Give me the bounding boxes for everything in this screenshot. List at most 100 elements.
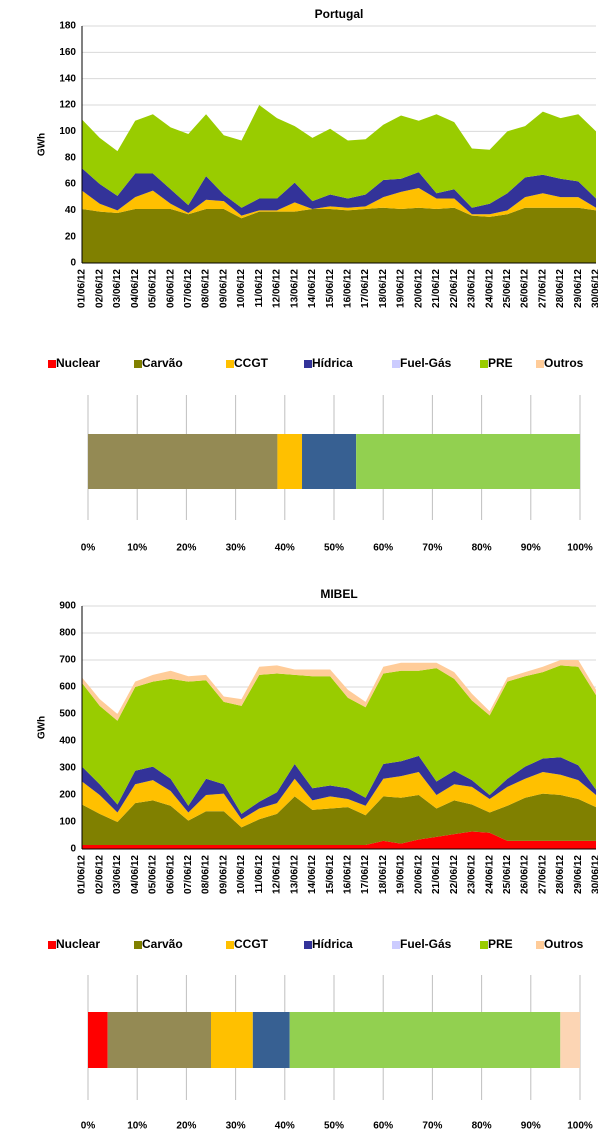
x-tick-label: 18/06/12 <box>378 269 389 308</box>
x-tick-label: 01/06/12 <box>77 269 88 308</box>
x-tick-label: 100% <box>567 1121 593 1132</box>
y-tick-label: 100 <box>59 126 76 137</box>
x-tick-label: 09/06/12 <box>218 855 229 894</box>
x-tick-label: 15/06/12 <box>325 855 336 894</box>
x-tick-label: 15/06/12 <box>325 269 336 308</box>
x-tick-label: 50% <box>324 543 344 554</box>
x-tick-label: 18/06/12 <box>378 855 389 894</box>
x-tick-label: 07/06/12 <box>183 855 194 894</box>
x-tick-label: 29/06/12 <box>573 269 584 308</box>
area <box>82 168 596 216</box>
legend-label: Nuclear <box>56 356 100 370</box>
y-tick-label: 400 <box>59 736 76 747</box>
x-tick-label: 13/06/12 <box>289 269 300 308</box>
legend-swatch <box>392 360 400 368</box>
legend-label: Nuclear <box>56 937 100 951</box>
legend-label: CCGT <box>234 937 269 951</box>
x-tick-label: 0% <box>81 543 96 554</box>
x-tick-label: 90% <box>521 1121 541 1132</box>
x-tick-label: 04/06/12 <box>130 855 141 894</box>
x-tick-label: 20% <box>176 543 196 554</box>
x-tick-label: 05/06/12 <box>148 855 159 894</box>
area <box>82 105 596 208</box>
legend-swatch <box>226 360 234 368</box>
x-tick-label: 50% <box>324 1121 344 1132</box>
area <box>82 772 596 828</box>
x-tick-label: 11/06/12 <box>254 269 265 308</box>
legend-label: PRE <box>488 356 513 370</box>
x-tick-label: 26/06/12 <box>520 269 531 308</box>
x-tick-label: 10% <box>127 1121 147 1132</box>
x-tick-label: 30% <box>226 543 246 554</box>
x-tick-label: 23/06/12 <box>467 269 478 308</box>
legend-label: Outros <box>544 356 584 370</box>
x-tick-label: 06/06/12 <box>165 855 176 894</box>
x-tick-label: 03/06/12 <box>112 269 123 308</box>
x-tick-label: 29/06/12 <box>573 855 584 894</box>
y-tick-label: 40 <box>65 205 77 216</box>
x-tick-label: 21/06/12 <box>431 855 442 894</box>
x-tick-label: 11/06/12 <box>254 855 265 894</box>
x-tick-label: 04/06/12 <box>130 269 141 308</box>
x-tick-label: 10/06/12 <box>236 855 247 894</box>
y-tick-label: 300 <box>59 763 76 774</box>
x-tick-label: 14/06/12 <box>307 855 318 894</box>
legend-label: Fuel-Gás <box>400 937 452 951</box>
legend-swatch <box>48 360 56 368</box>
bar-segment <box>252 1012 290 1068</box>
area <box>82 660 596 721</box>
x-tick-label: 17/06/12 <box>360 269 371 308</box>
x-tick-label: 30/06/12 <box>591 269 598 308</box>
legend-swatch <box>536 360 544 368</box>
x-tick-label: 16/06/12 <box>343 855 354 894</box>
bar-segment <box>88 434 278 489</box>
x-tick-label: 24/06/12 <box>484 855 495 894</box>
x-tick-label: 28/06/12 <box>555 855 566 894</box>
legend-swatch <box>134 941 142 949</box>
x-tick-label: 70% <box>422 543 442 554</box>
x-tick-label: 20% <box>176 1121 196 1132</box>
area <box>82 187 596 219</box>
x-tick-label: 60% <box>373 1121 393 1132</box>
legend-swatch <box>226 941 234 949</box>
x-tick-label: 10/06/12 <box>236 269 247 308</box>
y-tick-label: 200 <box>59 790 76 801</box>
y-tick-label: 500 <box>59 709 76 720</box>
x-tick-label: 03/06/12 <box>112 855 123 894</box>
chart-title: MIBEL <box>320 587 357 601</box>
area <box>82 793 596 845</box>
x-tick-label: 21/06/12 <box>431 269 442 308</box>
x-tick-label: 80% <box>472 543 492 554</box>
legend-label: Fuel-Gás <box>400 356 452 370</box>
legend-swatch <box>392 941 400 949</box>
legend-label: PRE <box>488 937 513 951</box>
x-tick-label: 26/06/12 <box>520 855 531 894</box>
bar-segment <box>289 1012 561 1068</box>
bar-segment <box>356 434 580 489</box>
y-tick-label: 20 <box>65 231 77 242</box>
x-tick-label: 27/06/12 <box>537 269 548 308</box>
y-tick-label: 180 <box>59 21 76 32</box>
y-tick-label: 0 <box>70 258 76 269</box>
x-tick-label: 23/06/12 <box>467 855 478 894</box>
bar-segment <box>560 1012 580 1068</box>
area <box>82 207 596 263</box>
x-tick-label: 02/06/12 <box>94 269 105 308</box>
chart-title: Portugal <box>315 7 364 21</box>
y-tick-label: 120 <box>59 100 76 111</box>
legend-label: Outros <box>544 937 584 951</box>
x-tick-label: 80% <box>472 1121 492 1132</box>
legend-label: Hídrica <box>312 937 353 951</box>
y-tick-label: 0 <box>70 844 76 855</box>
legend-swatch <box>480 941 488 949</box>
y-axis-label: GWh <box>37 133 48 156</box>
legend-swatch <box>304 360 312 368</box>
x-tick-label: 25/06/12 <box>502 269 513 308</box>
x-tick-label: 27/06/12 <box>537 855 548 894</box>
x-tick-label: 70% <box>422 1121 442 1132</box>
x-tick-label: 09/06/12 <box>218 269 229 308</box>
y-tick-label: 80 <box>65 152 77 163</box>
x-tick-label: 08/06/12 <box>201 855 212 894</box>
x-tick-label: 24/06/12 <box>484 269 495 308</box>
